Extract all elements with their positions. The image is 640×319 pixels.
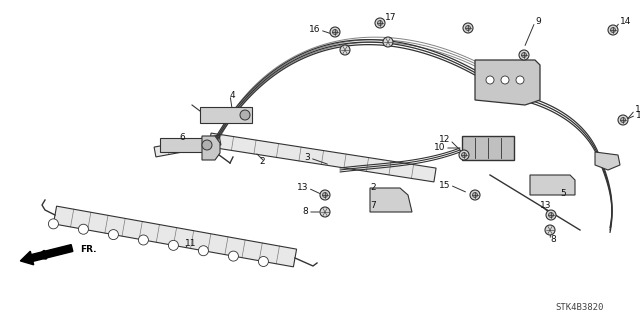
- FancyArrow shape: [20, 245, 73, 265]
- Text: 14: 14: [620, 18, 632, 26]
- Text: 1: 1: [636, 110, 640, 120]
- Text: 11: 11: [185, 239, 196, 248]
- Text: 2: 2: [370, 183, 376, 192]
- Circle shape: [461, 152, 467, 158]
- Circle shape: [486, 76, 494, 84]
- Bar: [200, 107, 252, 123]
- Polygon shape: [530, 175, 575, 195]
- Circle shape: [79, 224, 88, 234]
- Text: 2: 2: [259, 158, 265, 167]
- Text: 7: 7: [370, 201, 376, 210]
- Circle shape: [259, 256, 268, 266]
- Circle shape: [459, 150, 469, 160]
- Circle shape: [330, 27, 340, 37]
- Text: 3: 3: [304, 153, 310, 162]
- Circle shape: [320, 207, 330, 217]
- Circle shape: [198, 246, 209, 256]
- Circle shape: [548, 212, 554, 218]
- Circle shape: [323, 192, 328, 197]
- Circle shape: [519, 50, 529, 60]
- Circle shape: [501, 76, 509, 84]
- Text: 15: 15: [438, 181, 450, 189]
- Text: 9: 9: [535, 18, 541, 26]
- Text: 4: 4: [230, 91, 236, 100]
- Circle shape: [320, 190, 330, 200]
- Text: 17: 17: [635, 106, 640, 115]
- Text: 12: 12: [438, 136, 450, 145]
- Circle shape: [383, 37, 393, 47]
- Circle shape: [516, 76, 524, 84]
- Circle shape: [49, 219, 58, 229]
- Circle shape: [340, 45, 350, 55]
- Text: 10: 10: [433, 144, 445, 152]
- Circle shape: [202, 140, 212, 150]
- Polygon shape: [475, 60, 540, 105]
- Polygon shape: [370, 188, 412, 212]
- Circle shape: [546, 210, 556, 220]
- Bar: [160, 138, 215, 152]
- Text: 16: 16: [308, 26, 320, 34]
- Text: 13: 13: [540, 201, 552, 210]
- Circle shape: [463, 23, 473, 33]
- Bar: [462, 136, 514, 160]
- Text: 5: 5: [560, 189, 566, 197]
- Circle shape: [522, 53, 527, 57]
- Circle shape: [618, 115, 628, 125]
- Polygon shape: [53, 206, 296, 267]
- Circle shape: [138, 235, 148, 245]
- Text: 6: 6: [179, 133, 185, 143]
- Circle shape: [168, 240, 179, 250]
- Polygon shape: [595, 152, 620, 170]
- Circle shape: [545, 225, 555, 235]
- Circle shape: [611, 27, 616, 33]
- Text: 8: 8: [550, 235, 556, 244]
- Text: STK4B3820: STK4B3820: [556, 302, 604, 311]
- Text: FR.: FR.: [80, 246, 97, 255]
- Polygon shape: [154, 135, 221, 157]
- Circle shape: [472, 192, 477, 197]
- Text: 13: 13: [296, 183, 308, 192]
- Circle shape: [333, 29, 337, 34]
- Circle shape: [108, 230, 118, 240]
- Polygon shape: [209, 133, 436, 182]
- Polygon shape: [202, 136, 220, 160]
- Circle shape: [375, 18, 385, 28]
- Circle shape: [608, 25, 618, 35]
- Circle shape: [470, 190, 480, 200]
- Circle shape: [465, 26, 470, 31]
- Circle shape: [621, 117, 625, 122]
- Text: 8: 8: [302, 207, 308, 217]
- Circle shape: [228, 251, 239, 261]
- Circle shape: [240, 110, 250, 120]
- Circle shape: [378, 20, 383, 26]
- Text: 17: 17: [385, 13, 397, 23]
